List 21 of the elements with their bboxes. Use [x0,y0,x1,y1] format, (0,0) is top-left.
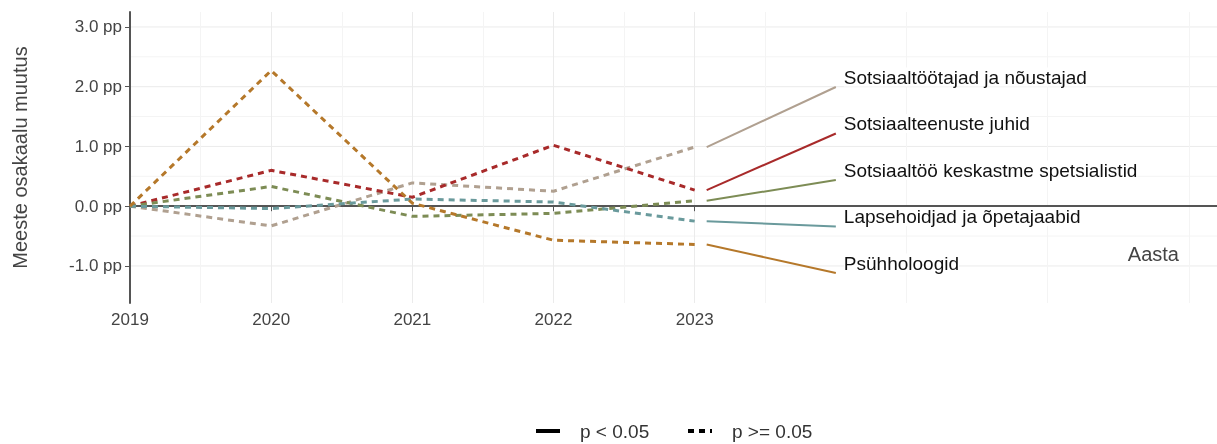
text: p < 0.05 [580,420,650,442]
text: Lapsehoidjad ja õpetajaabid [843,206,1081,227]
line-series [128,197,697,223]
text: Sotsiaaltöö keskastme spetsialistid [843,159,1138,181]
x-tick-label: 2020 [252,310,291,329]
y-tick-label: 2.0 pp [74,77,122,97]
y-tick-label: 0.0 pp [74,196,122,216]
y-tick-label: 1.0 pp [74,136,122,156]
x-axis-title: Aasta [1127,243,1180,266]
x-tick-label: 2023 [675,310,714,329]
x-tick-label: 2019 [111,310,149,329]
y-tick-label: 3.0 pp [74,17,122,37]
text: Psühholoogid [843,252,959,274]
y-axis-title: Meeste osakaalu muutus [9,46,31,269]
text: Sotsiaalteenuste juhid [843,113,1030,134]
x-tick-label: 2021 [393,310,432,329]
line-series [128,69,697,246]
x-tick-label: 2022 [534,310,573,329]
text: p >= 0.05 [732,420,813,442]
text: Sotsiaaltöötajad ja nõustajad [843,66,1087,88]
y-tick-label: -1.0 pp [69,256,122,276]
